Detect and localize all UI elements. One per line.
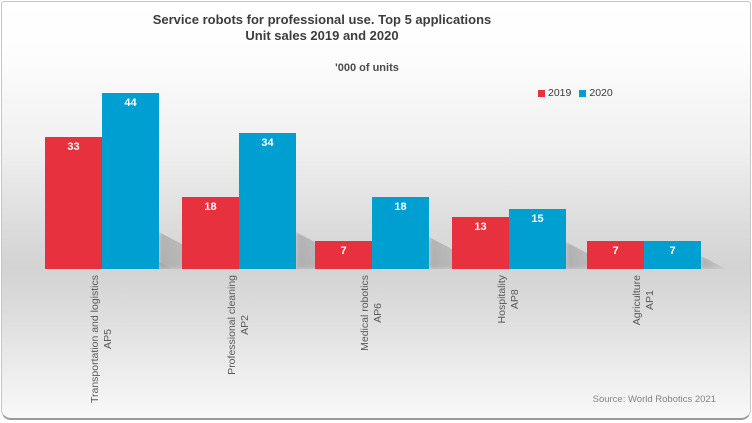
units-label: '000 of units: [335, 62, 399, 74]
legend: 2019 2020: [538, 87, 613, 99]
category-label-AP2: Professional cleaning AP2: [226, 275, 252, 375]
source-note: Source: World Robotics 2021: [592, 394, 716, 405]
bar-2020-AP2: [239, 133, 296, 269]
bar-2020-AP6: [372, 197, 429, 269]
bar-2019-AP2: [182, 197, 239, 269]
bar-2019-AP6: [315, 241, 372, 269]
bar-value-2019-AP6: 7: [340, 245, 347, 257]
legend-item-2019: 2019: [538, 87, 571, 99]
bar-value-2020-AP1: 7: [669, 245, 676, 257]
category-label-AP6: Medical robotics AP6: [359, 275, 385, 351]
category-code: AP5: [102, 329, 114, 349]
chart-subtitle: Unit sales 2019 and 2020: [245, 28, 399, 43]
category-label-AP1: Agriculture AP1: [631, 275, 657, 325]
category-label-AP8: Hospitality AP8: [496, 275, 522, 323]
bar-value-2020-AP8: 15: [531, 213, 544, 225]
plot-area: 33 44 Transportation and logistics AP5 18 34 P…: [2, 2, 750, 418]
category-code: AP1: [644, 290, 656, 311]
legend-item-2020: 2020: [579, 87, 613, 99]
bar-2020-AP5: [102, 93, 159, 269]
bar-value-2020-AP5: 44: [124, 97, 137, 109]
bar-2019-AP5: [45, 137, 102, 269]
legend-label-2020: 2020: [589, 87, 613, 99]
bar-2019-AP8: [452, 217, 509, 269]
bar-value-2019-AP2: 18: [204, 201, 217, 213]
chart-title-block: Service robots for professional use. Top…: [2, 12, 642, 44]
category-label-AP5: Transportation and logistics AP5: [89, 275, 115, 403]
bar-value-2019-AP8: 13: [474, 221, 487, 233]
category-code: AP8: [509, 289, 521, 310]
legend-swatch-2019: [538, 89, 545, 97]
bar-value-2020-AP2: 34: [261, 137, 274, 149]
bar-value-2020-AP6: 18: [394, 201, 407, 213]
category-name: Transportation and logistics: [89, 275, 101, 404]
category-name: Professional cleaning: [226, 275, 238, 375]
chart-title: Service robots for professional use. Top…: [152, 12, 492, 27]
category-code: AP6: [372, 303, 384, 323]
category-name: Hospitality: [496, 275, 508, 324]
bar-2020-AP1: [644, 241, 701, 269]
bar-2019-AP1: [587, 241, 644, 269]
legend-label-2019: 2019: [548, 87, 572, 99]
category-name: Medical robotics: [359, 275, 371, 351]
category-name: Agriculture: [631, 275, 643, 326]
bar-2020-AP8: [509, 209, 566, 269]
legend-swatch-2020: [579, 89, 587, 97]
bar-value-2019-AP1: 7: [612, 245, 619, 257]
bar-value-2019-AP5: 33: [67, 141, 80, 153]
bar-shadow: [701, 256, 726, 269]
category-code: AP2: [239, 314, 251, 335]
